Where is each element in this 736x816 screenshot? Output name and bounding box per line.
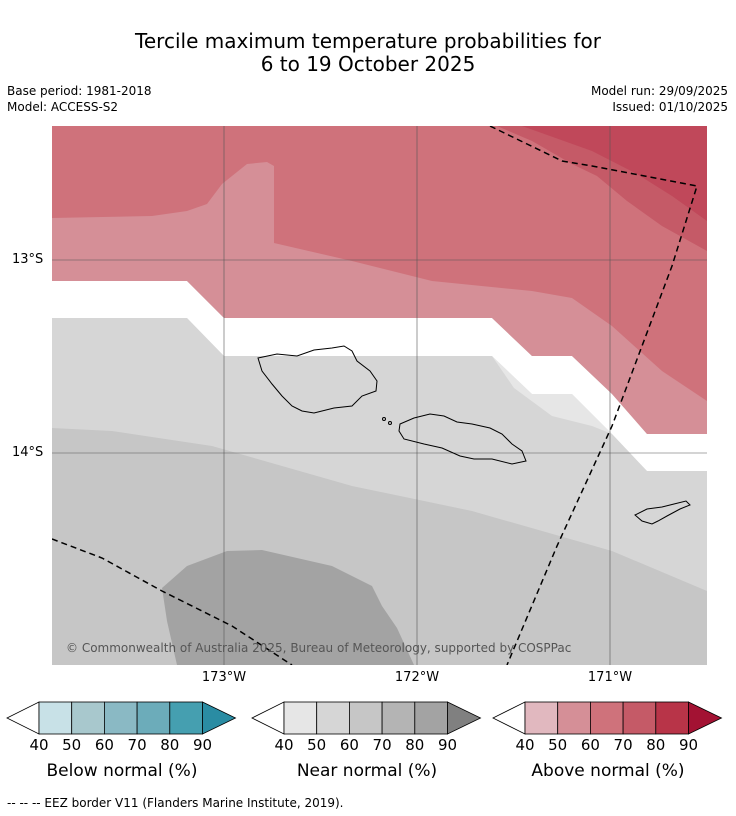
above-normal-80-90 <box>522 126 707 221</box>
near-tick-label: 40 <box>274 736 294 754</box>
savaii-island <box>257 345 378 414</box>
below-bar-segment <box>38 701 73 735</box>
above-bar-segment <box>622 701 657 735</box>
issued-date: Issued: 01/10/2025 <box>612 100 728 114</box>
above-tick-label: 50 <box>548 736 568 754</box>
below-bar-segment <box>71 701 105 735</box>
near-tick-label: 70 <box>372 736 392 754</box>
above-tick-label: 60 <box>580 736 600 754</box>
upolu-island <box>398 413 527 465</box>
model-run: Model run: 29/09/2025 <box>590 84 728 98</box>
lon-label-173w: 173°W <box>201 670 247 685</box>
near-bar-under <box>251 701 285 735</box>
below-tick-label: 60 <box>94 736 114 754</box>
near-normal-70-80 <box>162 550 414 665</box>
lon-label-172w: 172°W <box>394 670 440 685</box>
below-tick-label: 40 <box>29 736 49 754</box>
eez-border <box>52 126 698 665</box>
graticule <box>52 126 707 665</box>
above-bar-under <box>492 701 526 735</box>
above-tick-label: 70 <box>613 736 633 754</box>
ticks-below: 40 50 60 70 80 90 <box>6 736 238 756</box>
label-below-normal: Below normal (%) <box>46 761 198 781</box>
near-normal-50-60 <box>52 318 707 591</box>
lat-label-14s: 14°S <box>12 445 44 460</box>
above-bar-segment <box>655 701 689 735</box>
map-title: Tercile maximum temperature probabilitie… <box>0 30 736 76</box>
manono-island <box>382 417 386 421</box>
below-bar-over <box>202 701 237 735</box>
model-name: Model: ACCESS-S2 <box>7 100 119 114</box>
map-panel[interactable] <box>52 126 707 665</box>
meta-right: Model run: 29/09/2025 Issued: 01/10/2025 <box>591 83 728 115</box>
title-line-2: 6 to 19 October 2025 <box>260 52 476 76</box>
near-tick-label: 90 <box>437 736 458 754</box>
above-bar-segment <box>524 701 559 735</box>
below-tick-label: 90 <box>192 736 213 754</box>
below-tick-label: 50 <box>62 736 82 754</box>
below-tick-label: 70 <box>127 736 147 754</box>
near-tick-label: 50 <box>307 736 327 754</box>
below-tick-label: 80 <box>160 736 180 754</box>
eez-line-west <box>52 538 293 665</box>
near-bar-segment <box>381 701 416 735</box>
above-bar-segment <box>590 701 624 735</box>
apolima-island <box>388 421 392 425</box>
near-bar-segment <box>316 701 350 735</box>
near-bar-segment <box>414 701 448 735</box>
near-bar-over <box>447 701 482 735</box>
near-tick-label: 60 <box>339 736 359 754</box>
colorbar-below <box>6 701 237 735</box>
no-dominant-tercile <box>52 281 707 471</box>
lon-label-171w: 171°W <box>587 670 633 685</box>
ticks-near: 40 50 60 70 80 90 <box>251 736 483 756</box>
copyright-notice: © Commonwealth of Australia 2025, Bureau… <box>66 641 572 655</box>
near-bar-segment <box>283 701 318 735</box>
ticks-above: 40 50 60 70 80 90 <box>492 736 724 756</box>
below-bar-segment <box>136 701 171 735</box>
below-bar-segment <box>169 701 203 735</box>
meta-left: Base period: 1981-2018 Model: ACCESS-S2 <box>7 83 152 115</box>
below-bar-under <box>6 701 40 735</box>
below-bar-segment <box>104 701 138 735</box>
near-normal-40-50 <box>492 356 612 434</box>
eez-line-east <box>489 126 698 665</box>
tutuila-island <box>634 500 691 525</box>
above-normal-60-70 <box>52 126 707 401</box>
eez-legend-note: -- -- -- EEZ border V11 (Flanders Marine… <box>7 796 344 810</box>
label-above-normal: Above normal (%) <box>531 761 685 781</box>
colorbar-near <box>251 701 482 735</box>
lat-label-13s: 13°S <box>12 252 44 267</box>
above-tick-label: 40 <box>515 736 535 754</box>
islands <box>257 345 691 525</box>
above-tick-label: 90 <box>678 736 699 754</box>
above-bar-over <box>688 701 723 735</box>
above-bar-segment <box>557 701 591 735</box>
above-tick-label: 80 <box>646 736 666 754</box>
near-tick-label: 80 <box>405 736 425 754</box>
title-line-1: Tercile maximum temperature probabilitie… <box>135 29 601 53</box>
near-bar-segment <box>349 701 383 735</box>
base-period: Base period: 1981-2018 <box>7 84 152 98</box>
colorbar-above <box>492 701 723 735</box>
label-near-normal: Near normal (%) <box>296 761 438 781</box>
